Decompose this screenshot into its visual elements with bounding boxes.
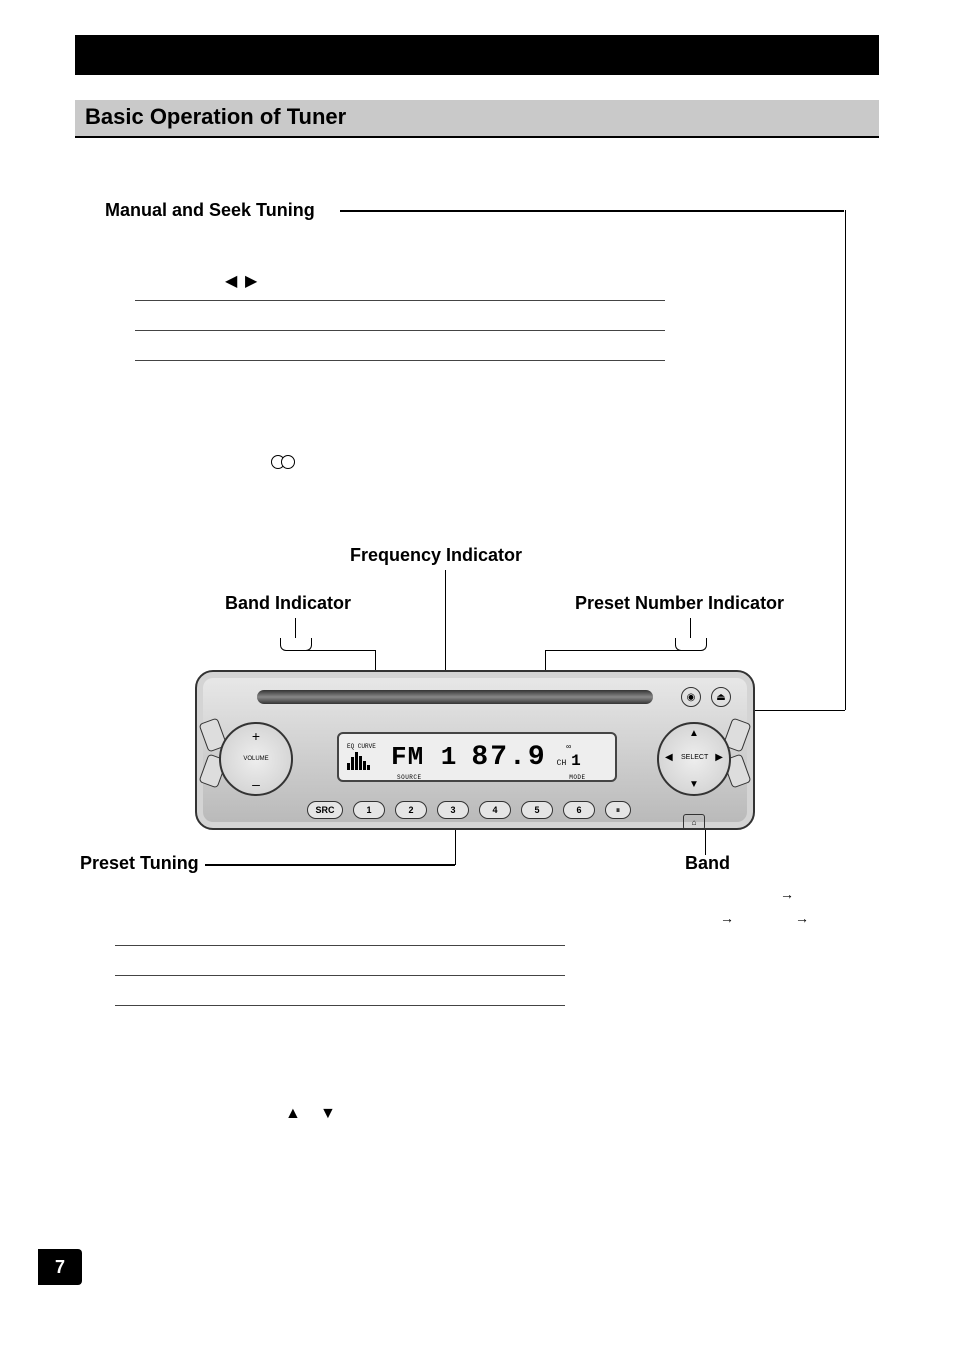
- band-indicator-label: Band Indicator: [225, 593, 351, 614]
- callout-line: [295, 650, 375, 651]
- band-label: Band: [685, 853, 730, 874]
- eq-indicator: EQ CURVE: [347, 744, 387, 770]
- src-button[interactable]: SRC: [307, 801, 343, 819]
- detach-button[interactable]: ⌂: [683, 814, 705, 830]
- up-arrow-icon: ▲: [689, 728, 699, 739]
- mode-label: MODE: [569, 774, 585, 781]
- right-arrow-icon: →: [720, 910, 734, 926]
- preset-button-2[interactable]: 2: [395, 801, 427, 819]
- preset-button-4[interactable]: 4: [479, 801, 511, 819]
- preset-button-6[interactable]: 6: [563, 801, 595, 819]
- display-frequency: 87.9: [471, 742, 546, 773]
- manual-page: Basic Operation of Tuner Manual and Seek…: [0, 0, 954, 1355]
- right-arrow-icon: →: [795, 910, 809, 926]
- down-arrow-icon: ▼: [689, 779, 699, 790]
- frequency-indicator-label: Frequency Indicator: [350, 545, 522, 566]
- callout-line: [755, 710, 845, 711]
- stereo-icon: [275, 455, 295, 469]
- callout-line: [205, 864, 455, 866]
- preset-button-3[interactable]: 3: [437, 801, 469, 819]
- source-label: SOURCE: [397, 774, 422, 781]
- callout-line: [845, 210, 846, 710]
- left-arrow-icon: ◀: [665, 752, 673, 763]
- preset-button-row: SRC 1 2 3 4 5 6 ⏸: [307, 800, 643, 820]
- plus-icon: +: [252, 728, 260, 744]
- title-rule: [340, 210, 844, 212]
- preset-button-5[interactable]: 5: [521, 801, 553, 819]
- preset-number-indicator-label: Preset Number Indicator: [575, 593, 784, 614]
- top-black-bar: [75, 35, 879, 75]
- cd-slot: [257, 690, 653, 704]
- text-underline: [115, 975, 565, 976]
- ch-label: CH: [557, 759, 567, 768]
- display-band: FM 1: [391, 742, 457, 772]
- page-number: 7: [38, 1249, 82, 1285]
- callout-line: [690, 618, 691, 638]
- volume-label: VOLUME: [243, 756, 268, 762]
- minus-icon: –: [252, 776, 260, 792]
- eq-label: EQ CURVE: [347, 743, 376, 750]
- triangle-right-icon: ▶: [245, 271, 257, 291]
- eject-icon[interactable]: ⏏: [711, 687, 731, 707]
- callout-line: [545, 650, 690, 651]
- text-underline: [135, 330, 665, 331]
- select-label: SELECT: [681, 754, 708, 761]
- select-knob[interactable]: ▲ ▼ ◀ ▶ SELECT: [657, 722, 731, 796]
- preset-tuning-label: Preset Tuning: [80, 853, 199, 874]
- text-underline: [135, 360, 665, 361]
- text-underline: [135, 300, 665, 301]
- callout-line: [705, 830, 706, 855]
- manual-seek-tuning-title: Manual and Seek Tuning: [105, 200, 315, 221]
- disc-icon[interactable]: ◉: [681, 687, 701, 707]
- radio-face: ◉ ⏏ + VOLUME – EQ CURVE F: [195, 670, 755, 830]
- volume-knob[interactable]: + VOLUME –: [219, 722, 293, 796]
- ch-number: 1: [571, 752, 581, 770]
- text-underline: [115, 945, 565, 946]
- callout-line: [295, 618, 296, 638]
- preset-button-1[interactable]: 1: [353, 801, 385, 819]
- pause-button[interactable]: ⏸: [605, 801, 631, 819]
- car-radio-illustration: ◉ ⏏ + VOLUME – EQ CURVE F: [195, 670, 755, 830]
- right-arrow-icon: ▶: [715, 752, 723, 763]
- right-arrow-icon: →: [780, 886, 794, 902]
- callout-line: [455, 830, 456, 865]
- radio-display: EQ CURVE FM 1 87.9 ∞ CH 1 SOURCE: [337, 732, 617, 782]
- section-title: Basic Operation of Tuner: [75, 100, 879, 138]
- display-channel: ∞ CH 1: [557, 744, 581, 770]
- up-triangle-icon: ▲: [285, 1105, 301, 1123]
- triangle-left-icon: ◀: [225, 271, 237, 291]
- text-underline: [115, 1005, 565, 1006]
- down-triangle-icon: ▼: [320, 1105, 336, 1123]
- top-right-buttons: ◉ ⏏: [681, 687, 731, 707]
